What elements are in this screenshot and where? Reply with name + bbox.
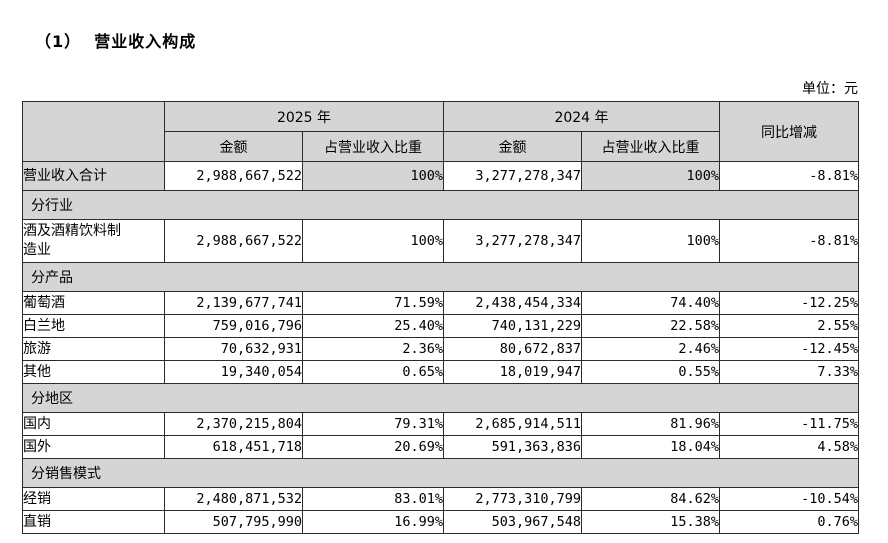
amount-2025-cell: 507,795,990	[164, 510, 303, 534]
section-row-sales-mode: 分销售模式	[22, 458, 859, 488]
ratio-2024-cell: 0.55%	[581, 360, 720, 384]
row-label-cell: 旅游	[22, 337, 165, 361]
amount-2025-cell: 2,480,871,532	[164, 487, 303, 511]
amount-2025-cell: 19,340,054	[164, 360, 303, 384]
row-label-cell: 其他	[22, 360, 165, 384]
ratio-2025-cell: 0.65%	[302, 360, 444, 384]
ratio-2024-cell: 100%	[581, 161, 720, 191]
amount-2024-cell: 2,438,454,334	[443, 291, 582, 315]
ratio-2024-cell: 84.62%	[581, 487, 720, 511]
section-row-product: 分产品	[22, 262, 859, 292]
section-row-industry: 分行业	[22, 190, 859, 220]
header-ratio-2025: 占营业收入比重	[302, 131, 444, 162]
ratio-2024-cell: 2.46%	[581, 337, 720, 361]
unit-label: 单位：元	[802, 81, 858, 97]
table-row: 旅游 70,632,931 2.36% 80,672,837 2.46% -12…	[22, 337, 859, 361]
ratio-2025-cell: 100%	[302, 161, 444, 191]
table-row: 经销 2,480,871,532 83.01% 2,773,310,799 84…	[22, 487, 859, 511]
header-yoy: 同比增减	[719, 101, 859, 162]
ratio-2025-cell: 79.31%	[302, 412, 444, 436]
table-row: 国外 618,451,718 20.69% 591,363,836 18.04%…	[22, 435, 859, 459]
amount-2024-cell: 2,685,914,511	[443, 412, 582, 436]
row-label-cell: 营业收入合计	[22, 161, 165, 191]
ratio-2025-cell: 16.99%	[302, 510, 444, 534]
row-label-cell: 国内	[22, 412, 165, 436]
header-year-2024: 2024 年	[443, 101, 720, 132]
ratio-2025-cell: 25.40%	[302, 314, 444, 338]
amount-2025-cell: 2,988,667,522	[164, 161, 303, 191]
ratio-2024-cell: 81.96%	[581, 412, 720, 436]
yoy-cell: -11.75%	[719, 412, 859, 436]
amount-2025-cell: 2,139,677,741	[164, 291, 303, 315]
amount-2024-cell: 2,773,310,799	[443, 487, 582, 511]
yoy-cell: -12.25%	[719, 291, 859, 315]
table-row: 酒及酒精饮料制 造业 2,988,667,522 100% 3,277,278,…	[22, 219, 859, 263]
header-amount-2024: 金额	[443, 131, 582, 162]
ratio-2024-cell: 15.38%	[581, 510, 720, 534]
table-row: 直销 507,795,990 16.99% 503,967,548 15.38%…	[22, 510, 859, 534]
amount-2024-cell: 503,967,548	[443, 510, 582, 534]
amount-2025-cell: 70,632,931	[164, 337, 303, 361]
yoy-cell: -8.81%	[719, 161, 859, 191]
section-label-cell: 分行业	[22, 190, 859, 220]
ratio-2025-cell: 71.59%	[302, 291, 444, 315]
table-row: 白兰地 759,016,796 25.40% 740,131,229 22.58…	[22, 314, 859, 338]
yoy-cell: -10.54%	[719, 487, 859, 511]
ratio-2024-cell: 18.04%	[581, 435, 720, 459]
row-label-cell: 酒及酒精饮料制 造业	[22, 219, 165, 263]
row-label-cell: 经销	[22, 487, 165, 511]
table-row-total: 营业收入合计 2,988,667,522 100% 3,277,278,347 …	[22, 161, 859, 191]
ratio-2024-cell: 100%	[581, 219, 720, 263]
ratio-2024-cell: 74.40%	[581, 291, 720, 315]
header-empty-cell	[22, 101, 165, 162]
ratio-2025-cell: 83.01%	[302, 487, 444, 511]
amount-2024-cell: 591,363,836	[443, 435, 582, 459]
table-row: 国内 2,370,215,804 79.31% 2,685,914,511 81…	[22, 412, 859, 436]
row-label-cell: 白兰地	[22, 314, 165, 338]
yoy-cell: 4.58%	[719, 435, 859, 459]
section-label-cell: 分销售模式	[22, 458, 859, 488]
amount-2025-cell: 759,016,796	[164, 314, 303, 338]
header-row-metrics: 金额 占营业收入比重 金额 占营业收入比重	[23, 131, 859, 162]
amount-2024-cell: 18,019,947	[443, 360, 582, 384]
amount-2025-cell: 2,370,215,804	[164, 412, 303, 436]
amount-2025-cell: 2,988,667,522	[164, 219, 303, 263]
amount-2025-cell: 618,451,718	[164, 435, 303, 459]
row-label-cell: 直销	[22, 510, 165, 534]
yoy-cell: -12.45%	[719, 337, 859, 361]
amount-2024-cell: 3,277,278,347	[443, 161, 582, 191]
ratio-2025-cell: 2.36%	[302, 337, 444, 361]
table-row: 其他 19,340,054 0.65% 18,019,947 0.55% 7.3…	[22, 360, 859, 384]
section-label-cell: 分产品	[22, 262, 859, 292]
amount-2024-cell: 3,277,278,347	[443, 219, 582, 263]
header-amount-2025: 金额	[164, 131, 303, 162]
table-row: 葡萄酒 2,139,677,741 71.59% 2,438,454,334 7…	[22, 291, 859, 315]
page-title: （1） 营业收入构成	[35, 32, 197, 51]
yoy-cell: -8.81%	[719, 219, 859, 263]
section-label-cell: 分地区	[22, 383, 859, 413]
row-label-cell: 国外	[22, 435, 165, 459]
yoy-cell: 0.76%	[719, 510, 859, 534]
yoy-cell: 2.55%	[719, 314, 859, 338]
header-ratio-2024: 占营业收入比重	[581, 131, 720, 162]
yoy-cell: 7.33%	[719, 360, 859, 384]
ratio-2024-cell: 22.58%	[581, 314, 720, 338]
ratio-2025-cell: 20.69%	[302, 435, 444, 459]
section-row-region: 分地区	[22, 383, 859, 413]
header-row-years: 2025 年 2024 年 同比增减	[22, 101, 859, 162]
amount-2024-cell: 80,672,837	[443, 337, 582, 361]
amount-2024-cell: 740,131,229	[443, 314, 582, 338]
ratio-2025-cell: 100%	[302, 219, 444, 263]
row-label-cell: 葡萄酒	[22, 291, 165, 315]
header-year-2025: 2025 年	[164, 101, 444, 132]
revenue-composition-table: 2025 年 2024 年 同比增减 金额 占营业收入比重 金额 占营业收入比重…	[22, 101, 859, 534]
